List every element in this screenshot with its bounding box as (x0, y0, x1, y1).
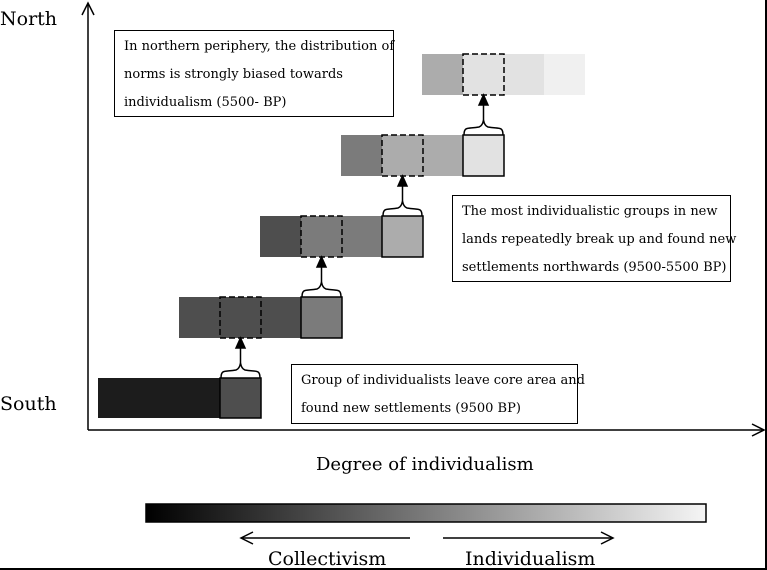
row-5-cell-dark (422, 54, 463, 95)
south-label: South (0, 393, 57, 415)
row-3-cell-mid (341, 216, 382, 257)
row-5-group (422, 53, 585, 96)
note-line: In northern periphery, the distribution … (124, 39, 395, 54)
row-3-cell-dark (260, 216, 301, 257)
note-line: settlements northwards (9500-5500 BP) (462, 260, 727, 275)
row-3-dashed-cell (300, 215, 343, 258)
note-line: lands repeatedly break up and found new (462, 232, 737, 247)
row-3-group (260, 215, 424, 258)
row-4-selected-cell (462, 134, 505, 177)
collectivism-label: Collectivism (268, 548, 387, 570)
row-2-group (179, 296, 343, 339)
note-northern-periphery: In northern periphery, the distribution … (114, 30, 394, 117)
row-1-cell (98, 378, 220, 418)
row-4-dashed-cell (381, 134, 424, 177)
row-2-dashed-cell (219, 296, 262, 339)
note-leave-core-area: Group of individualists leave core area … (291, 364, 585, 424)
row-5-dashed-cell (462, 53, 505, 96)
row-1-group (98, 377, 262, 419)
row-4-group (341, 134, 505, 177)
x-axis-label: Degree of individualism (316, 454, 534, 475)
row-4-cell-mid (423, 135, 463, 176)
row-1-selected-cell (219, 377, 262, 419)
brace-arrow-1 (220, 336, 261, 379)
note-break-up-groups: The most individualistic groups in new l… (452, 195, 737, 282)
x-axis (88, 423, 766, 437)
brace-arrow-3 (382, 174, 423, 217)
note-line: individualism (5500- BP) (124, 95, 287, 110)
row-4-cell-dark (341, 135, 382, 176)
individualism-label: Individualism (465, 548, 596, 570)
row-5-cell-light (544, 54, 585, 95)
y-axis (81, 1, 95, 430)
row-2-selected-cell (300, 296, 343, 339)
row-3-selected-cell (381, 215, 424, 258)
note-line: The most individualistic groups in new (462, 204, 718, 219)
individualism-gradient-bar (145, 503, 707, 523)
brace-arrow-2 (301, 255, 342, 298)
collectivism-arrow (239, 531, 410, 545)
note-line: Group of individualists leave core area … (301, 373, 585, 388)
north-label: North (0, 8, 58, 30)
note-line: found new settlements (9500 BP) (301, 401, 521, 416)
note-line: norms is strongly biased towards (124, 67, 343, 82)
row-5-cell-mid (504, 54, 544, 95)
individualism-arrow (443, 531, 615, 545)
brace-arrow-4 (463, 93, 504, 136)
